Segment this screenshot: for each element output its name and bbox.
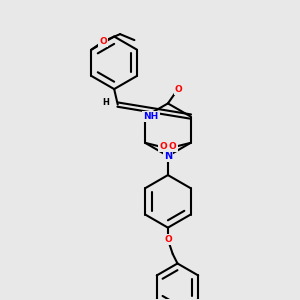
Text: O: O bbox=[100, 37, 107, 46]
Text: O: O bbox=[164, 235, 172, 244]
Text: O: O bbox=[159, 142, 167, 151]
Text: O: O bbox=[175, 85, 182, 94]
Text: N: N bbox=[164, 151, 172, 161]
Text: NH: NH bbox=[143, 112, 159, 121]
Text: H: H bbox=[102, 98, 109, 107]
Text: O: O bbox=[169, 142, 177, 151]
